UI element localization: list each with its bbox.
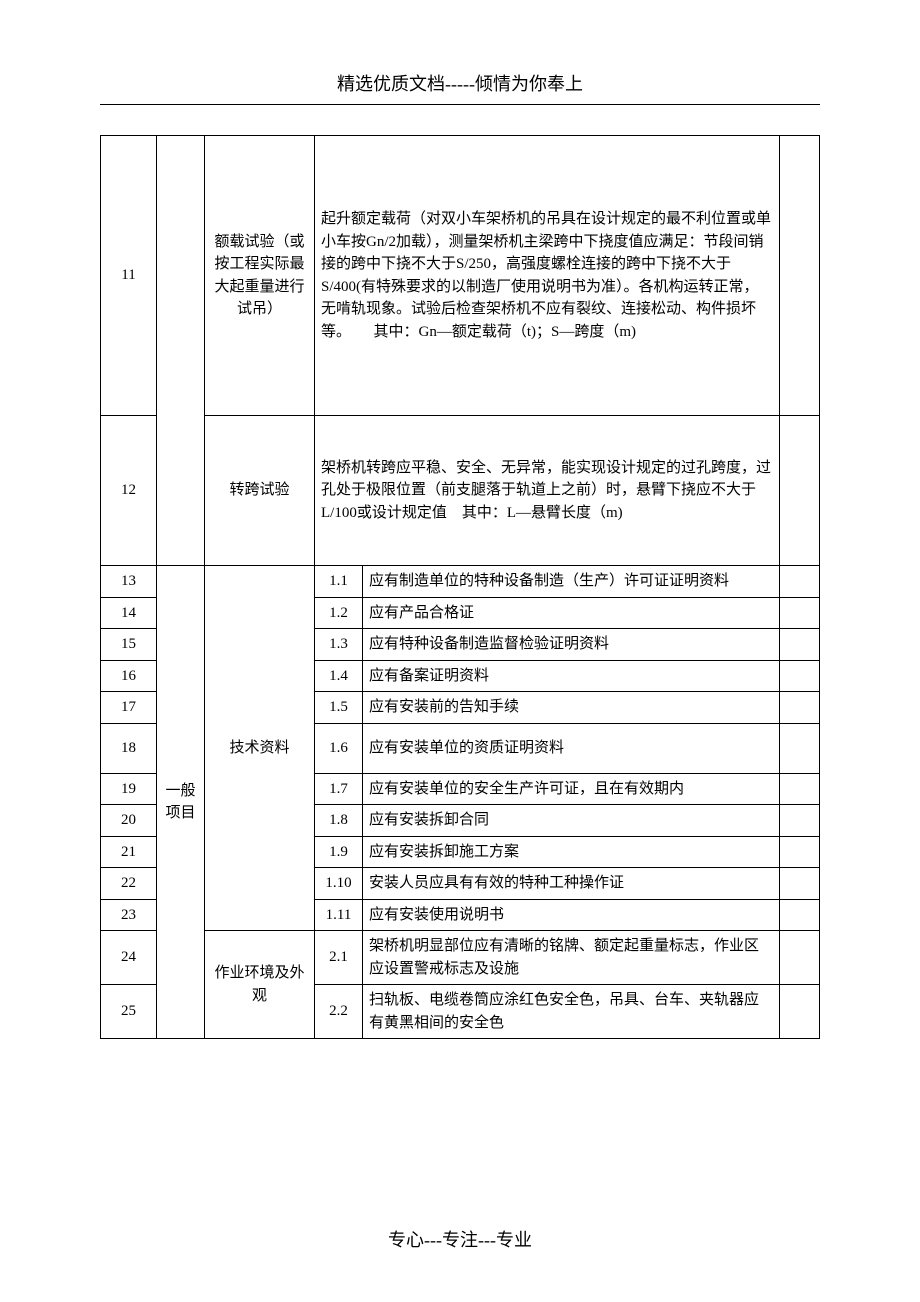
sub-index: 1.6: [315, 723, 363, 773]
row-index: 12: [101, 416, 157, 566]
blank-cell: [780, 805, 820, 837]
sub-index: 1.9: [315, 836, 363, 868]
blank-cell: [780, 868, 820, 900]
description: 扫轨板、电缆卷筒应涂红色安全色，吊具、台车、夹轨器应有黄黑相间的安全色: [363, 985, 780, 1039]
category-cell: [157, 136, 205, 566]
description: 应有特种设备制造监督检验证明资料: [363, 629, 780, 661]
blank-cell: [780, 836, 820, 868]
blank-cell: [780, 566, 820, 598]
sub-index: 1.8: [315, 805, 363, 837]
table-row: 24 作业环境及外观 2.1 架桥机明显部位应有清晰的铭牌、额定起重量标志，作业…: [101, 931, 820, 985]
description: 应有安装使用说明书: [363, 899, 780, 931]
blank-cell: [780, 416, 820, 566]
blank-cell: [780, 136, 820, 416]
item-name: 转跨试验: [205, 416, 315, 566]
blank-cell: [780, 692, 820, 724]
row-index: 23: [101, 899, 157, 931]
description: 应有备案证明资料: [363, 660, 780, 692]
description: 应有产品合格证: [363, 597, 780, 629]
row-index: 21: [101, 836, 157, 868]
description: 架桥机明显部位应有清晰的铭牌、额定起重量标志，作业区应设置警戒标志及设施: [363, 931, 780, 985]
description: 应有安装前的告知手续: [363, 692, 780, 724]
blank-cell: [780, 629, 820, 661]
sub-index: 1.2: [315, 597, 363, 629]
row-index: 17: [101, 692, 157, 724]
row-index: 16: [101, 660, 157, 692]
page-footer: 专心---专注---专业: [0, 1226, 920, 1252]
sub-index: 1.10: [315, 868, 363, 900]
row-index: 14: [101, 597, 157, 629]
blank-cell: [780, 597, 820, 629]
table-row: 12 转跨试验 架桥机转跨应平稳、安全、无异常，能实现设计规定的过孔跨度，过孔处…: [101, 416, 820, 566]
row-index: 24: [101, 931, 157, 985]
sub-index: 1.7: [315, 773, 363, 805]
row-index: 25: [101, 985, 157, 1039]
row-index: 19: [101, 773, 157, 805]
sub-index: 1.1: [315, 566, 363, 598]
description: 安装人员应具有有效的特种工种操作证: [363, 868, 780, 900]
description: 应有安装拆卸合同: [363, 805, 780, 837]
category-label: 一般项目: [157, 566, 205, 1039]
item-group: 作业环境及外观: [205, 931, 315, 1039]
row-index: 11: [101, 136, 157, 416]
sub-index: 2.2: [315, 985, 363, 1039]
table-row: 13 一般项目 技术资料 1.1 应有制造单位的特种设备制造（生产）许可证证明资…: [101, 566, 820, 598]
blank-cell: [780, 931, 820, 985]
description: 应有安装拆卸施工方案: [363, 836, 780, 868]
blank-cell: [780, 985, 820, 1039]
sub-index: 1.4: [315, 660, 363, 692]
item-name: 额载试验（或按工程实际最大起重量进行试吊）: [205, 136, 315, 416]
row-index: 15: [101, 629, 157, 661]
blank-cell: [780, 773, 820, 805]
row-index: 22: [101, 868, 157, 900]
inspection-table: 11 额载试验（或按工程实际最大起重量进行试吊） 起升额定载荷（对双小车架桥机的…: [100, 135, 820, 1039]
description: 应有安装单位的安全生产许可证，且在有效期内: [363, 773, 780, 805]
item-group: 技术资料: [205, 566, 315, 931]
blank-cell: [780, 899, 820, 931]
description: 起升额定载荷（对双小车架桥机的吊具在设计规定的最不利位置或单小车按Gn/2加载）…: [315, 136, 780, 416]
description: 应有制造单位的特种设备制造（生产）许可证证明资料: [363, 566, 780, 598]
row-index: 18: [101, 723, 157, 773]
row-index: 20: [101, 805, 157, 837]
description: 架桥机转跨应平稳、安全、无异常，能实现设计规定的过孔跨度，过孔处于极限位置（前支…: [315, 416, 780, 566]
sub-index: 2.1: [315, 931, 363, 985]
row-index: 13: [101, 566, 157, 598]
sub-index: 1.5: [315, 692, 363, 724]
sub-index: 1.11: [315, 899, 363, 931]
sub-index: 1.3: [315, 629, 363, 661]
blank-cell: [780, 660, 820, 692]
blank-cell: [780, 723, 820, 773]
description: 应有安装单位的资质证明资料: [363, 723, 780, 773]
page-header: 精选优质文档-----倾情为你奉上: [100, 70, 820, 105]
table-row: 11 额载试验（或按工程实际最大起重量进行试吊） 起升额定载荷（对双小车架桥机的…: [101, 136, 820, 416]
